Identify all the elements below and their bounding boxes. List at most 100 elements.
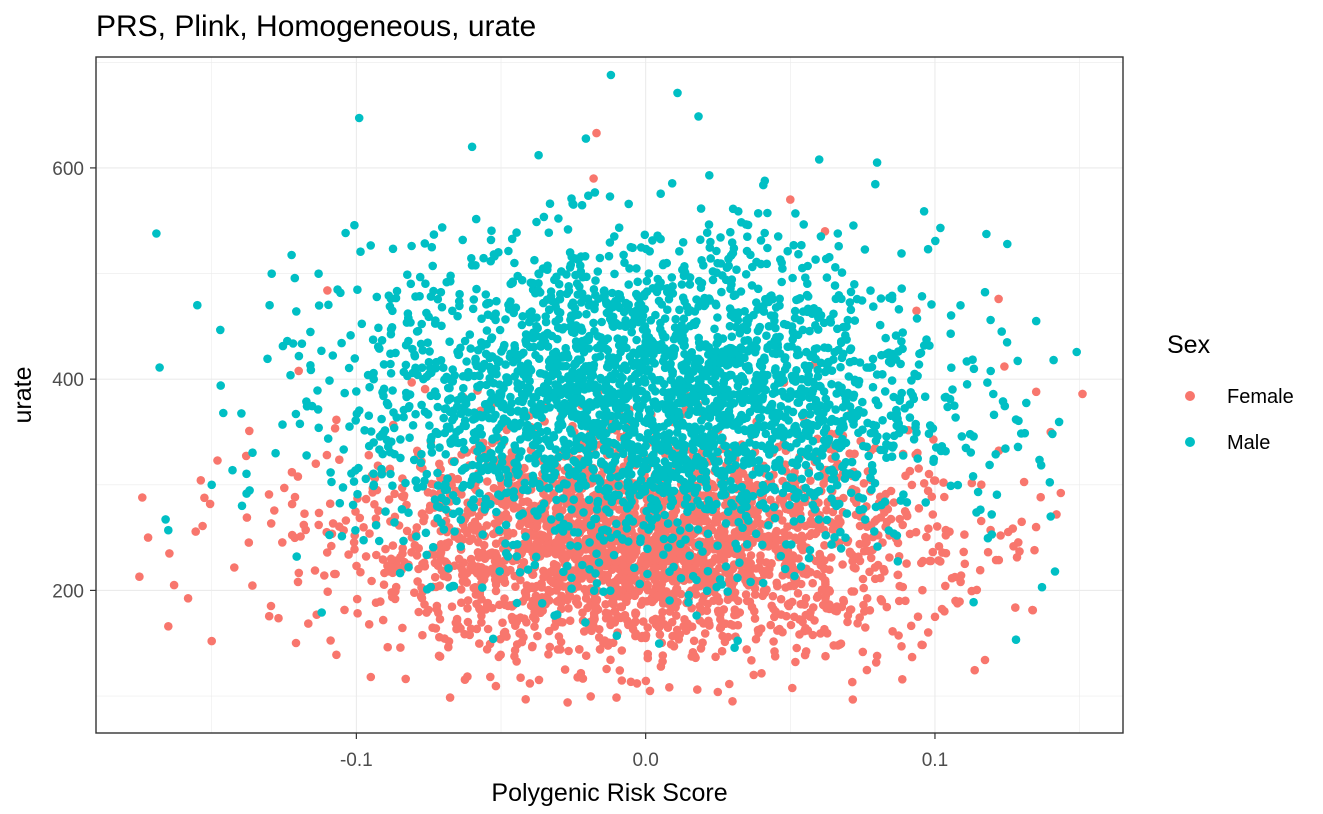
data-point — [834, 514, 843, 524]
data-point — [529, 475, 538, 485]
data-point — [191, 527, 200, 536]
data-point — [595, 410, 604, 420]
data-point — [650, 472, 660, 481]
data-point — [773, 626, 782, 635]
data-point — [425, 421, 434, 430]
data-point — [801, 521, 810, 531]
data-point — [902, 559, 911, 568]
data-point — [576, 323, 586, 333]
data-point — [294, 568, 304, 578]
data-point — [936, 557, 945, 566]
data-point — [327, 477, 336, 487]
data-point — [837, 268, 847, 277]
data-point — [867, 485, 876, 495]
data-point — [435, 581, 445, 590]
data-point — [842, 509, 852, 518]
data-point — [912, 306, 921, 316]
data-point — [909, 435, 919, 444]
data-point — [455, 289, 464, 299]
data-point — [862, 665, 872, 675]
data-point — [512, 552, 522, 561]
data-point — [418, 346, 428, 355]
data-point — [860, 515, 870, 524]
data-point — [556, 404, 565, 414]
data-point — [855, 613, 864, 622]
data-point — [567, 505, 576, 514]
data-point — [407, 378, 417, 387]
data-point — [768, 389, 778, 399]
data-point — [864, 451, 873, 461]
data-point — [681, 535, 690, 544]
data-point — [873, 542, 882, 551]
data-point — [698, 441, 708, 451]
data-point — [386, 369, 396, 378]
data-point — [327, 541, 336, 551]
data-point — [611, 557, 621, 566]
data-point — [946, 311, 956, 320]
data-point — [679, 621, 688, 631]
series-male — [152, 70, 1081, 652]
data-point — [705, 413, 715, 423]
data-point — [987, 530, 997, 539]
data-point — [829, 309, 838, 319]
data-point — [574, 255, 583, 265]
data-point — [849, 587, 859, 596]
data-point — [609, 438, 618, 448]
data-point — [899, 425, 909, 434]
data-point — [1078, 389, 1087, 399]
data-point — [359, 523, 368, 532]
data-point — [138, 493, 147, 502]
data-point — [865, 363, 874, 372]
data-point — [822, 505, 831, 515]
data-point — [681, 562, 691, 572]
data-point — [302, 451, 311, 460]
data-point — [385, 302, 395, 311]
data-point — [897, 284, 906, 293]
data-point — [372, 292, 382, 302]
data-point — [469, 502, 479, 512]
data-point — [855, 505, 864, 515]
data-point — [428, 261, 438, 271]
data-point — [414, 607, 424, 617]
data-point — [819, 318, 829, 328]
data-point — [354, 463, 363, 473]
data-point — [915, 349, 924, 359]
data-point — [378, 615, 388, 625]
data-point — [475, 489, 484, 498]
data-point — [495, 567, 505, 576]
data-point — [770, 445, 779, 454]
data-point — [791, 657, 800, 667]
data-point — [801, 647, 811, 656]
data-point — [592, 389, 602, 398]
data-point — [805, 410, 815, 419]
data-point — [929, 457, 938, 467]
data-point — [975, 565, 985, 575]
data-point — [529, 342, 539, 352]
data-point — [1012, 553, 1022, 562]
data-point — [410, 540, 420, 550]
data-point — [798, 263, 807, 273]
data-point — [921, 498, 930, 507]
data-point — [576, 475, 586, 485]
data-point — [349, 538, 359, 547]
data-point — [467, 253, 476, 263]
data-point — [512, 228, 521, 237]
data-point — [706, 237, 715, 247]
data-point — [374, 323, 383, 333]
data-point — [749, 670, 758, 680]
data-point — [733, 636, 742, 645]
data-point — [477, 618, 486, 627]
data-point — [330, 424, 340, 433]
data-point — [448, 491, 458, 500]
data-point — [700, 577, 710, 586]
data-point — [739, 461, 748, 470]
data-point — [501, 520, 511, 530]
data-point — [588, 464, 597, 473]
data-point — [645, 686, 655, 696]
data-point — [764, 521, 773, 530]
data-point — [810, 616, 819, 625]
data-point — [457, 490, 466, 499]
data-point — [530, 560, 540, 570]
data-point — [489, 483, 499, 493]
data-point — [831, 452, 840, 461]
